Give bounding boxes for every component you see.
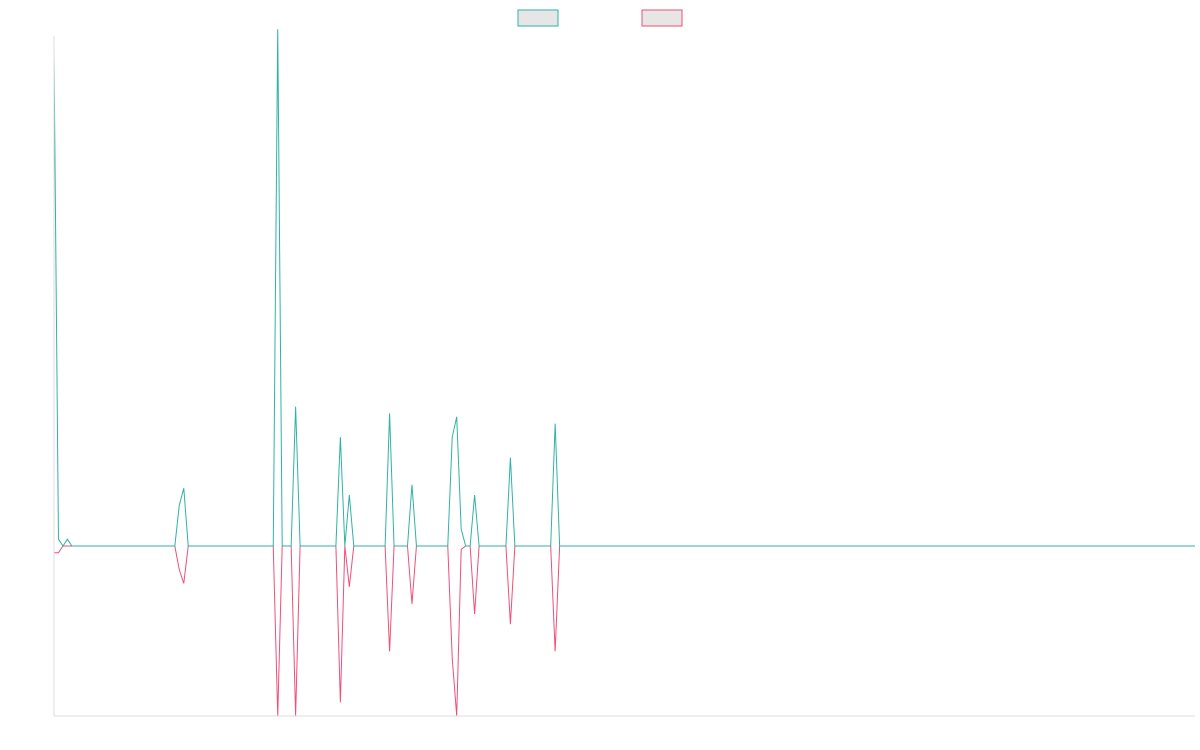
series-layer [53,29,1195,717]
axes [53,36,1195,717]
legend-swatch-1[interactable] [517,9,559,27]
series-line-1 [53,29,1195,547]
series-line-2 [54,545,1195,717]
legend[interactable] [517,9,683,27]
legend-swatch-2[interactable] [641,9,683,27]
